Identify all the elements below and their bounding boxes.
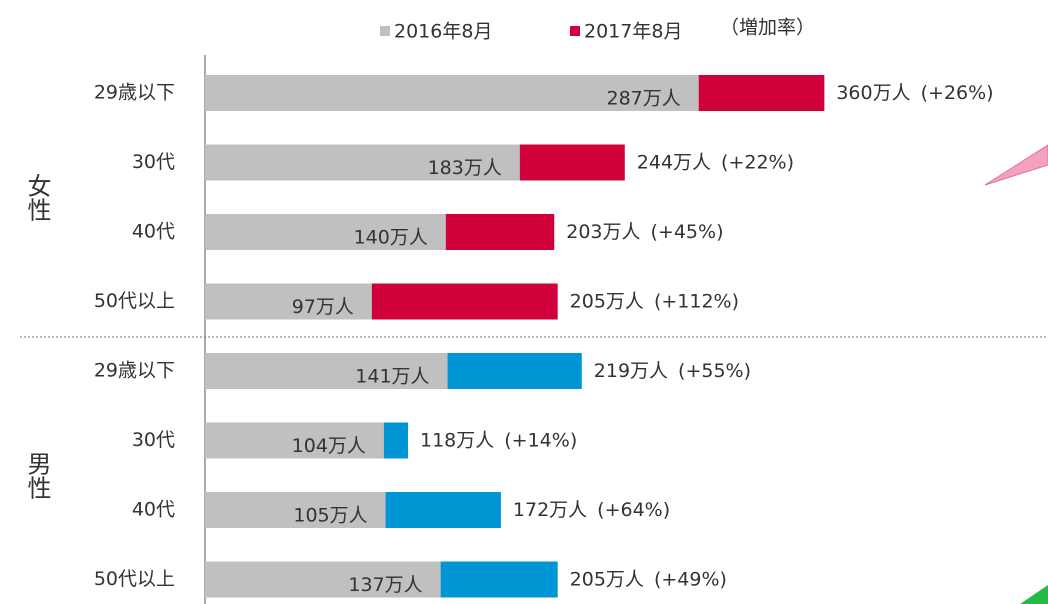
category-label: 30代: [132, 429, 175, 451]
category-label: 30代: [132, 151, 175, 173]
value-label: 118万人 (+14%): [420, 429, 577, 451]
growth-label: (+64%): [597, 499, 670, 521]
bar: [205, 214, 446, 250]
category-label: 29歳以下: [94, 360, 175, 382]
group-label: 男性: [23, 451, 51, 499]
decoration: [984, 144, 1048, 186]
value-label: 203万人: [566, 221, 640, 243]
value-label: 219万人 (+55%): [594, 360, 751, 382]
legend-swatch: [570, 26, 580, 36]
legend-swatch: [380, 26, 390, 36]
value-label: 244万人 (+22%): [637, 151, 794, 173]
value-label: 360万人 (+26%): [836, 82, 993, 104]
growth-label: (+55%): [678, 360, 751, 382]
value-label: 104万人: [292, 435, 366, 457]
category-label: 40代: [132, 499, 175, 521]
category-label: 50代以上: [94, 568, 175, 590]
bar: [205, 422, 384, 459]
legend-note: （増加率）: [720, 17, 815, 39]
value-label: 244万人: [637, 151, 711, 173]
legend-label: 2016年8月: [394, 21, 492, 43]
bar: [205, 561, 441, 598]
category-label: 50代以上: [94, 290, 175, 312]
value-label: 172万人: [513, 499, 587, 521]
value-label: 105万人: [293, 505, 367, 527]
bar: [205, 353, 448, 389]
category-label: 29歳以下: [94, 82, 175, 104]
growth-label: (+26%): [921, 82, 994, 104]
value-label: 141万人: [355, 366, 429, 388]
growth-label: (+49%): [654, 568, 727, 590]
value-label: 360万人: [836, 82, 910, 104]
value-label: 205万人: [570, 568, 644, 590]
value-label: 172万人 (+64%): [513, 499, 670, 521]
growth-label: (+45%): [651, 221, 724, 243]
bar: [205, 75, 699, 111]
growth-label: (+112%): [654, 290, 739, 312]
group-label: 女性: [23, 173, 51, 221]
category-label: 40代: [132, 221, 175, 243]
bar: [205, 283, 372, 320]
value-label: 205万人 (+49%): [570, 568, 727, 590]
decoration: [1020, 585, 1048, 604]
growth-label: (+14%): [504, 429, 577, 451]
value-label: 205万人 (+112%): [570, 290, 739, 312]
value-label: 203万人 (+45%): [566, 221, 723, 243]
legend-label: 2017年8月: [584, 21, 682, 43]
value-label: 287万人: [606, 88, 680, 110]
value-label: 219万人: [594, 360, 668, 382]
value-label: 137万人: [348, 574, 422, 596]
value-label: 140万人: [354, 227, 428, 249]
growth-label: (+22%): [721, 151, 794, 173]
value-label: 205万人: [570, 290, 644, 312]
value-label: 118万人: [420, 429, 494, 451]
bar: [205, 492, 386, 528]
value-label: 97万人: [292, 296, 354, 318]
value-label: 183万人: [428, 157, 502, 179]
bar: [205, 144, 520, 181]
